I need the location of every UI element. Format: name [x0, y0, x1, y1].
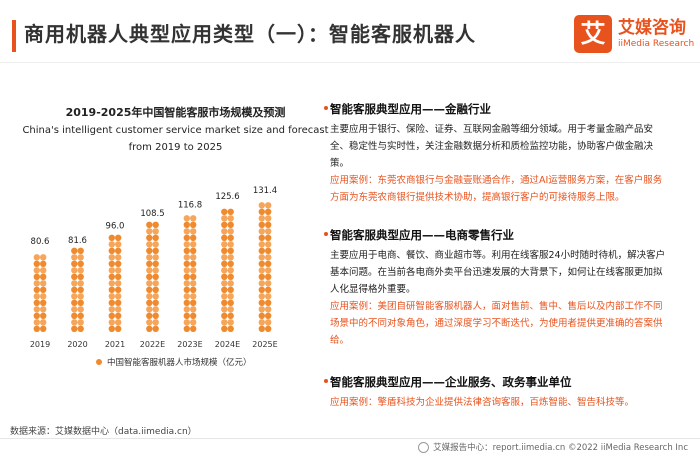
value-label-2023E: 116.8: [178, 201, 202, 211]
section-body: 主要应用于银行、保险、证券、互联网金融等细分领域。用于考量金融产品安全、稳定性与…: [330, 124, 654, 169]
value-label-2022E: 108.5: [140, 209, 164, 219]
section-bullet: [324, 379, 328, 383]
value-label-2021: 96.0: [106, 222, 125, 232]
section-bullet: [324, 232, 328, 236]
bar-2024E: [221, 208, 234, 332]
bar-2020: [71, 247, 84, 332]
section-body: 主要应用于电商、餐饮、商业超市等。利用在线客服24小时随时待机，解决客户基本问题…: [330, 250, 666, 295]
legend-label: 中国智能客服机器人市场规模（亿元）: [107, 358, 252, 368]
x-tick-2019: 2019: [30, 340, 50, 349]
bar-2021: [108, 234, 122, 332]
footer-credit: 艾媒报告中心：report.iimedia.cn ©2022 iiMedia R…: [418, 441, 688, 453]
header-divider: [0, 62, 700, 63]
bar-2019: [33, 254, 47, 332]
value-label-2025E: 131.4: [253, 186, 277, 196]
logo-mark: 艾: [574, 15, 612, 53]
bar-2025E: [258, 202, 272, 332]
iimedia-logo: 艾 艾媒咨询 iiMedia Research: [574, 15, 694, 53]
value-label-2024E: 125.6: [215, 192, 239, 202]
section-title: 智能客服典型应用——电商零售行业: [330, 228, 514, 242]
section-case: 应用案例：美团自研智能客服机器人，面对售前、售中、售后以及内部工作不同场景中的不…: [330, 301, 663, 346]
data-source: 数据来源：艾媒数据中心（data.iimedia.cn）: [10, 427, 197, 437]
x-tick-2023E: 2023E: [177, 340, 202, 349]
logo-text: 艾媒咨询 iiMedia Research: [618, 18, 694, 50]
x-tick-2022E: 2022E: [140, 340, 165, 349]
title-accent-bar: [12, 20, 16, 52]
x-tick-2024E: 2024E: [215, 340, 240, 349]
bar-2023E: [183, 215, 197, 332]
section-title: 智能客服典型应用——金融行业: [330, 102, 491, 116]
section-case: 应用案例：擎盾科技为企业提供法律咨询客服，百炼智能、智告科技等。: [330, 397, 635, 408]
chart-subtitle: China's intelligent customer service mar…: [22, 125, 329, 153]
legend-marker: [96, 359, 102, 365]
page-title: 商用机器人典型应用类型（一）：智能客服机器人: [24, 22, 476, 46]
value-label-2019: 80.6: [31, 237, 50, 247]
value-label-2020: 81.6: [68, 236, 87, 246]
section-case: 应用案例：东莞农商银行与金融壹账通合作，通过AI运营服务方案，在客户服务方面为东…: [330, 175, 663, 203]
x-tick-2020: 2020: [67, 340, 87, 349]
section-ecommerce: 智能客服典型应用——电商零售行业 主要应用于电商、餐饮、商业超市等。利用在线客服…: [330, 227, 670, 349]
section-title: 智能客服典型应用——企业服务、政务事业单位: [330, 375, 572, 389]
bar-2022E: [146, 221, 159, 332]
x-tick-2021: 2021: [105, 340, 125, 349]
section-finance: 智能客服典型应用——金融行业 主要应用于银行、保险、证券、互联网金融等细分领域。…: [330, 101, 670, 206]
section-bullet: [324, 106, 328, 110]
logo-cn: 艾媒咨询: [618, 18, 686, 38]
logo-en: iiMedia Research: [618, 39, 695, 49]
footer-divider: [0, 438, 700, 439]
report-center-icon: [418, 441, 430, 453]
chart-title: 2019-2025年中国智能客服市场规模及预测: [65, 106, 286, 119]
chart-legend: 中国智能客服机器人市场规模（亿元）: [96, 356, 252, 368]
footer-credit-text: 艾媒报告中心：report.iimedia.cn ©2022 iiMedia R…: [433, 443, 688, 453]
x-tick-2025E: 2025E: [252, 340, 277, 349]
market-size-chart: 80.6 2019 81.6 2020 96.0 2021 108.5 2022E 116.8 2…: [30, 186, 278, 349]
section-enterprise: 智能客服典型应用——企业服务、政务事业单位 应用案例：擎盾科技为企业提供法律咨询…: [330, 374, 670, 411]
